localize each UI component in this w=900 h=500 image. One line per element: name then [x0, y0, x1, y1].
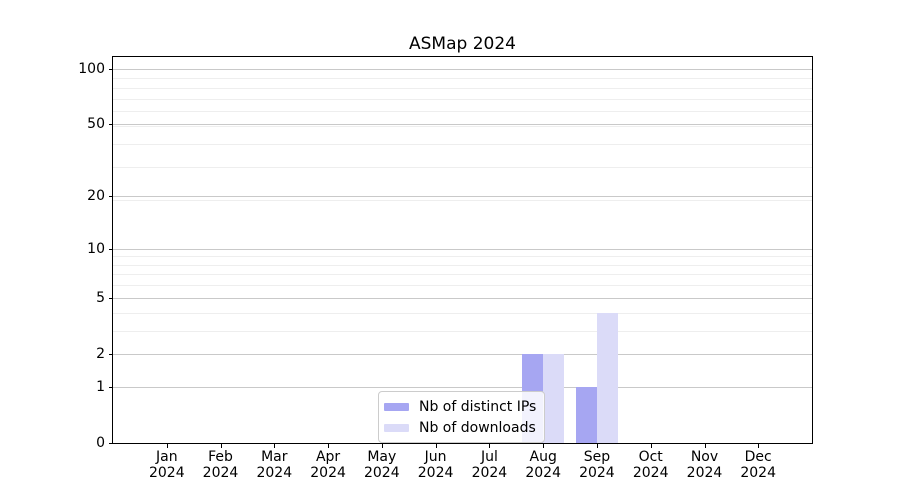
x-tick-label: Nov 2024 [686, 449, 723, 481]
gridline-minor [113, 200, 812, 202]
y-tick-label: 10 [87, 240, 105, 257]
legend-swatch-distinct-ips [384, 402, 409, 411]
bar-nb-of-downloads-aug [543, 354, 565, 443]
y-tick-mark [109, 443, 113, 444]
x-tick-label: Feb 2024 [202, 449, 239, 481]
x-tick-mark [381, 444, 383, 448]
gridline-minor [113, 167, 812, 169]
gridline-minor [113, 144, 812, 145]
x-tick-mark [435, 444, 437, 448]
gridline-major [113, 68, 812, 70]
gridline-major [113, 354, 812, 355]
x-tick-mark [220, 444, 222, 448]
gridline-minor [113, 87, 812, 89]
x-tick-mark [704, 444, 706, 448]
gridline-minor [113, 264, 812, 266]
gridline-major [113, 297, 812, 299]
x-tick-label: Mar 2024 [256, 449, 293, 481]
x-tick-label: Jul 2024 [471, 449, 508, 481]
y-tick-mark [109, 386, 113, 388]
x-tick-mark [274, 444, 276, 448]
y-tick-label: 2 [96, 346, 105, 362]
gridline-major [113, 124, 812, 126]
gridline-minor [113, 111, 812, 113]
x-tick-mark [650, 444, 652, 448]
gridline-major [113, 196, 812, 198]
bar-nb-of-downloads-sep [596, 312, 618, 443]
x-tick-label: Dec 2024 [740, 449, 776, 481]
y-tick-label: 50 [87, 116, 105, 133]
gridline-minor [113, 256, 812, 258]
x-tick-mark [328, 444, 330, 448]
x-tick-label: Oct 2024 [632, 449, 669, 481]
bar-nb-of-distinct-ips-sep [575, 386, 597, 443]
y-tick-label: 100 [78, 60, 105, 77]
x-tick-label: Apr 2024 [310, 449, 346, 481]
gridline-minor [113, 274, 812, 276]
y-tick-mark [109, 248, 113, 250]
x-tick-mark [489, 444, 491, 448]
y-tick-label: 20 [87, 188, 105, 205]
legend-item-distinct-ips: Nb of distinct IPs [384, 396, 536, 417]
x-tick-mark [166, 444, 168, 448]
y-tick-mark [109, 354, 113, 355]
x-tick-mark [758, 444, 760, 448]
x-tick-label: Sep 2024 [579, 449, 615, 481]
y-tick-mark [109, 297, 113, 299]
legend-swatch-downloads [384, 423, 409, 432]
y-tick-label: 0 [96, 435, 105, 451]
gridline-minor [113, 330, 812, 332]
chart-title: ASMap 2024 [409, 34, 516, 54]
gridline-major [113, 248, 812, 250]
gridline-major [113, 386, 812, 388]
gridline-minor [113, 125, 812, 127]
y-tick-label: 5 [96, 289, 105, 306]
x-tick-label: May 2024 [363, 449, 400, 481]
plot-area [113, 57, 812, 443]
gridline-minor [113, 312, 812, 314]
x-tick-mark [596, 444, 598, 448]
legend-label-distinct-ips: Nb of distinct IPs [419, 398, 537, 415]
legend: Nb of distinct IPs Nb of downloads [378, 391, 545, 443]
gridline-minor [113, 78, 812, 80]
x-tick-label: Aug 2024 [525, 449, 561, 481]
legend-item-downloads: Nb of downloads [384, 417, 536, 438]
y-tick-mark [109, 68, 113, 70]
y-tick-mark [109, 196, 113, 198]
x-tick-label: Jun 2024 [417, 449, 454, 481]
legend-label-downloads: Nb of downloads [419, 419, 536, 436]
gridline-minor [113, 98, 812, 100]
x-tick-mark [543, 444, 545, 448]
y-tick-label: 1 [96, 378, 105, 395]
gridline-minor [113, 285, 812, 287]
x-tick-label: Jan 2024 [148, 449, 185, 481]
y-tick-mark [109, 124, 113, 126]
